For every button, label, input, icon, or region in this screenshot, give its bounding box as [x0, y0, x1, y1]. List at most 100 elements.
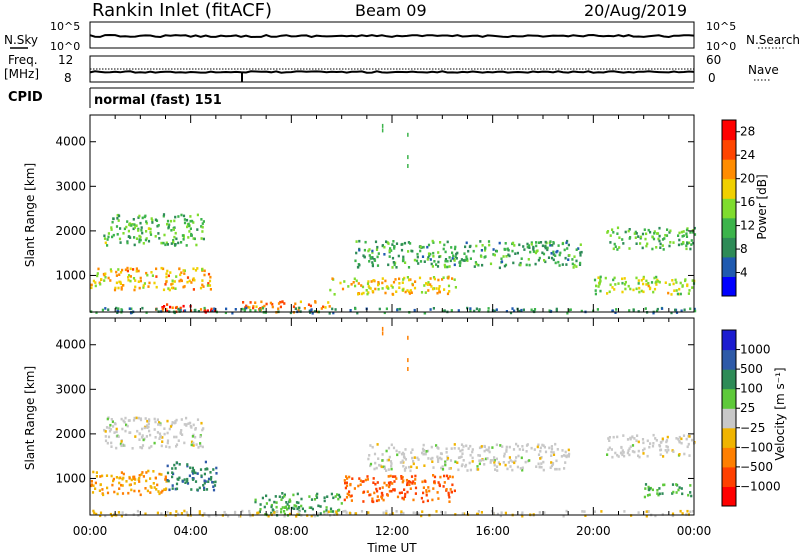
data-cell [121, 427, 124, 431]
data-cell [618, 236, 621, 239]
data-cell [369, 287, 372, 290]
data-cell [554, 467, 557, 471]
data-cell [671, 483, 675, 486]
data-cell [671, 512, 675, 516]
data-cell [464, 245, 467, 249]
data-cell [201, 283, 204, 287]
data-cell [239, 514, 242, 518]
data-cell [159, 423, 162, 427]
data-cell [562, 514, 565, 518]
data-cell [659, 242, 662, 246]
data-cell [283, 512, 286, 516]
data-cell [493, 463, 496, 467]
data-cell [194, 269, 198, 272]
data-cell [441, 278, 444, 281]
data-cell [665, 440, 668, 444]
colorbar-swatch [722, 178, 736, 199]
data-cell [366, 292, 369, 296]
data-cell [556, 448, 559, 451]
data-cell [509, 311, 513, 315]
data-cell [291, 506, 294, 510]
data-cell [423, 260, 426, 263]
data-cell [384, 291, 387, 295]
data-cell [179, 306, 182, 310]
data-cell [385, 484, 388, 487]
data-cell [675, 281, 678, 284]
data-cell [104, 430, 107, 433]
data-cell [628, 228, 631, 231]
x-tick-label: 12:00 [375, 524, 410, 538]
data-cell [401, 460, 404, 464]
data-cell [530, 243, 533, 246]
data-cell [505, 450, 508, 453]
data-cell [119, 442, 122, 446]
x-axis-label: Time UT [366, 541, 417, 554]
data-cell [329, 507, 333, 511]
data-cell [656, 307, 659, 311]
data-cell [599, 275, 602, 279]
data-cell [347, 493, 351, 497]
data-cell [400, 477, 403, 480]
data-cell [414, 492, 417, 495]
data-cell [406, 490, 409, 494]
data-cell [614, 245, 617, 248]
data-cell [476, 512, 479, 516]
data-cell [120, 308, 123, 311]
data-cell [140, 226, 143, 229]
data-cell [401, 288, 404, 292]
data-cell [373, 259, 377, 262]
data-cell [522, 308, 525, 312]
colorbar-swatch [722, 427, 736, 448]
data-cell [178, 279, 181, 283]
data-cell [444, 258, 448, 261]
data-cell [380, 465, 383, 469]
data-cell [685, 244, 688, 247]
data-cell [413, 456, 416, 459]
data-cell [101, 308, 104, 312]
data-cell [125, 423, 128, 427]
data-cell [486, 457, 489, 460]
data-cell [210, 307, 213, 311]
data-cell [174, 243, 177, 246]
data-cell [686, 227, 689, 230]
data-cell [454, 460, 457, 464]
data-cell [375, 487, 378, 491]
data-cell [503, 452, 506, 456]
data-cell [650, 281, 654, 284]
data-cell [310, 514, 313, 518]
data-cell [541, 244, 544, 248]
data-cell [213, 484, 217, 487]
velocity-ylabel: Slant Range [km] [23, 366, 37, 470]
data-cell [138, 432, 141, 435]
data-cell [468, 461, 471, 465]
data-cell [557, 260, 560, 264]
data-cell [385, 449, 388, 453]
data-cell [371, 249, 374, 253]
data-cell [479, 240, 482, 243]
data-cell [148, 281, 151, 285]
data-cell [145, 220, 148, 223]
data-cell [163, 432, 166, 436]
data-cell [94, 284, 97, 288]
colorbar-swatch [722, 139, 736, 160]
data-cell [162, 213, 166, 216]
data-cell [513, 244, 516, 247]
data-cell [242, 301, 245, 304]
data-cell [263, 304, 266, 308]
data-cell [678, 435, 681, 439]
data-cell [446, 292, 450, 296]
data-cell [120, 417, 123, 421]
data-cell [147, 227, 150, 230]
data-cell [655, 283, 658, 286]
data-cell [393, 245, 396, 248]
data-cell [284, 506, 287, 509]
data-cell [179, 431, 182, 435]
data-cell [614, 451, 617, 455]
data-cell [173, 421, 176, 425]
data-cell [127, 235, 130, 238]
data-cell [381, 331, 384, 336]
data-cell [288, 512, 292, 516]
data-cell [126, 240, 129, 243]
data-cell [373, 452, 377, 456]
data-cell [213, 309, 217, 312]
